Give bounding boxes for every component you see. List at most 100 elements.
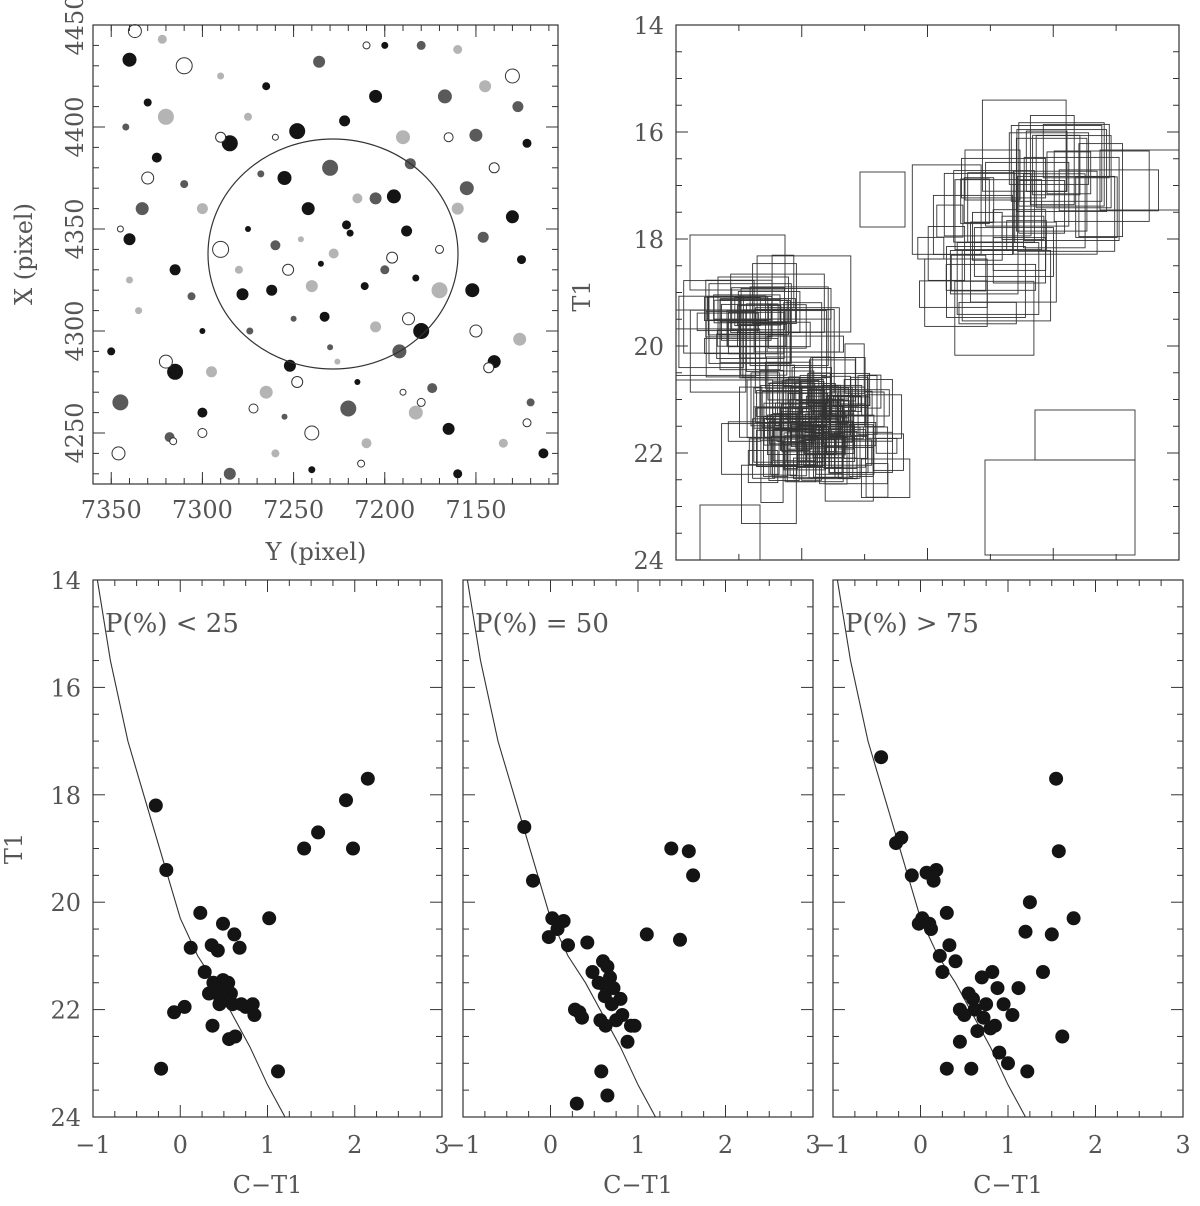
star-point xyxy=(339,115,351,127)
star-point xyxy=(290,315,297,322)
y-tick-label: 4300 xyxy=(61,300,89,361)
star-point xyxy=(157,34,167,44)
star-point xyxy=(169,264,181,276)
star-point xyxy=(408,405,423,420)
data-point xyxy=(311,825,326,840)
star-point xyxy=(317,260,324,267)
spatial-map-y-tick-labels: 4250 4300 4350 4400 4450 xyxy=(61,0,89,464)
star-point xyxy=(477,231,489,243)
data-point xyxy=(964,1061,979,1076)
error-box xyxy=(774,402,827,426)
data-point xyxy=(346,841,360,856)
data-point xyxy=(556,914,571,928)
error-box xyxy=(932,194,1014,255)
error-box xyxy=(875,438,898,454)
star-point xyxy=(291,376,304,388)
error-box xyxy=(1010,125,1103,202)
star-point xyxy=(158,354,173,369)
error-box xyxy=(833,431,893,473)
error-box xyxy=(745,303,779,372)
error-box xyxy=(1034,409,1136,461)
error-box xyxy=(753,406,824,463)
data-point xyxy=(1005,1008,1020,1022)
error-box xyxy=(828,428,843,474)
x-tick-label: 7350 xyxy=(81,496,142,524)
data-point xyxy=(990,981,1005,996)
data-point xyxy=(664,841,679,856)
star-point xyxy=(127,24,142,39)
star-point xyxy=(526,398,535,407)
star-point xyxy=(416,40,426,50)
x-tick-label: 2 xyxy=(718,1131,733,1159)
error-box xyxy=(1012,170,1098,255)
star-point xyxy=(402,312,415,326)
star-point xyxy=(223,467,236,480)
data-point xyxy=(600,1088,615,1103)
data-point xyxy=(992,1045,1007,1060)
panel-frame xyxy=(462,579,814,1118)
star-point xyxy=(212,240,230,258)
x-tick-label: 0 xyxy=(543,1131,558,1159)
error-box xyxy=(772,438,836,479)
error-box xyxy=(850,376,869,437)
data-point xyxy=(148,798,163,813)
error-box xyxy=(865,394,903,439)
data-point xyxy=(874,750,889,765)
star-point xyxy=(141,171,155,185)
error-box xyxy=(704,296,769,322)
y-tick-label: 4250 xyxy=(61,402,89,463)
y-tick-label: 14 xyxy=(633,12,664,40)
star-point xyxy=(431,282,448,299)
star-point xyxy=(459,181,474,196)
error-box xyxy=(917,236,945,260)
error-box xyxy=(808,359,856,402)
data-point xyxy=(966,991,980,1006)
data-point xyxy=(271,1064,285,1079)
data-point xyxy=(159,863,174,877)
y-tick-label: 16 xyxy=(50,674,81,702)
star-point xyxy=(308,466,316,474)
error-box xyxy=(1032,134,1081,196)
star-point xyxy=(483,362,495,374)
error-box xyxy=(727,421,761,442)
data-point xyxy=(987,1018,1002,1033)
data-point xyxy=(205,1018,220,1033)
cmd-p50-panel: P(%) = 50 −1 0 1 2 3 C−T1 xyxy=(445,579,821,1199)
data-point xyxy=(1066,911,1081,926)
spatial-map-x-axis-title: Y (pixel) xyxy=(265,538,367,566)
data-point xyxy=(1018,924,1033,939)
star-point xyxy=(340,400,357,417)
data-point xyxy=(569,1096,584,1111)
y-tick-label: 18 xyxy=(50,782,81,810)
x-axis-title: C−T1 xyxy=(603,1171,673,1199)
star-point xyxy=(469,128,483,142)
data-point xyxy=(154,1061,169,1076)
isochrone-curve xyxy=(836,580,1026,1117)
star-point xyxy=(246,327,254,335)
star-point xyxy=(354,379,361,385)
error-box xyxy=(676,309,791,381)
data-point xyxy=(1051,844,1066,859)
star-point xyxy=(197,428,208,438)
data-point xyxy=(1044,927,1059,942)
error-box xyxy=(736,305,782,326)
panel-frame xyxy=(92,579,443,1118)
star-point xyxy=(522,138,532,148)
data-point xyxy=(262,911,277,926)
error-box-cmd-y-tick-labels: 14 16 18 20 22 24 xyxy=(633,12,664,575)
star-point xyxy=(453,45,463,54)
x-tick-label: 3 xyxy=(434,1131,449,1159)
error-box xyxy=(954,179,1043,251)
data-point xyxy=(197,965,212,979)
data-point xyxy=(297,841,312,856)
star-point xyxy=(281,413,288,420)
star-point xyxy=(322,159,339,176)
star-point xyxy=(126,276,133,284)
star-point xyxy=(346,229,354,237)
error-box-cmd-ticks xyxy=(676,24,1179,561)
y-tick-label: 4350 xyxy=(61,198,89,259)
data-point xyxy=(613,991,628,1006)
error-box xyxy=(1001,215,1045,241)
data-point xyxy=(894,830,909,845)
